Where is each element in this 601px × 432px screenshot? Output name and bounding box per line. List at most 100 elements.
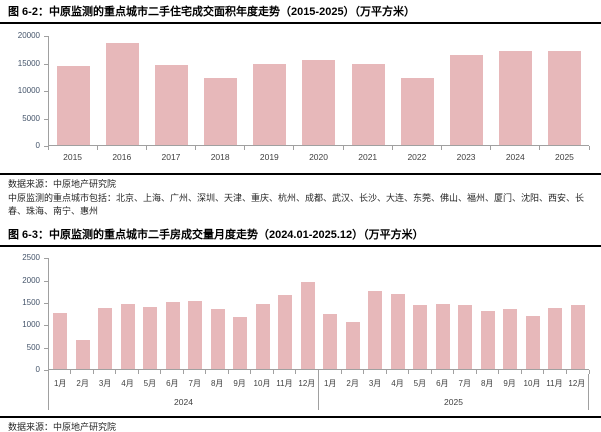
- bar-2017: [155, 65, 189, 145]
- bar-2025-6月: [435, 304, 450, 370]
- x-tick-mark: [205, 370, 207, 375]
- y-tick-label: 20000: [17, 31, 40, 40]
- x-tick-mark: [539, 146, 541, 150]
- y-tick-mark: [44, 280, 48, 282]
- x-tick-label: 5月: [143, 379, 157, 389]
- x-label-row: 2015 2016 2017 2018 2019 2020 2021 2022 2023 2024…: [48, 150, 589, 164]
- x-tick-label: 7月: [458, 379, 471, 389]
- figure-6-2-title: 图 6-2：中原监测的重点城市二手住宅成交面积年度走势（2015-2025）（万…: [0, 0, 601, 24]
- figure-6-3-source: 数据来源：中原地产研究院: [8, 422, 117, 432]
- plot-area: [48, 258, 589, 371]
- x-tick-mark: [137, 370, 139, 375]
- x-tick-label: 2022: [407, 152, 427, 162]
- x-tick-label: 7月: [188, 379, 201, 389]
- y-tick-label: 0: [35, 141, 40, 150]
- plot-area: [48, 36, 589, 146]
- y-tick-mark: [44, 91, 48, 92]
- x-tick-label: 8月: [210, 379, 224, 389]
- y-tick-label: 15000: [17, 58, 40, 68]
- x-tick-mark: [227, 370, 229, 375]
- x-tick-mark: [145, 146, 147, 150]
- bar-2024-2月: [75, 340, 90, 370]
- x-tick-mark: [182, 370, 184, 375]
- x-tick-mark: [498, 370, 500, 375]
- bar-2025-10月: [525, 316, 540, 370]
- y-tick-label: 500: [26, 342, 40, 352]
- x-tick-label: 2025: [555, 152, 574, 162]
- bar-2025-9月: [503, 309, 518, 370]
- bar-2015: [57, 66, 91, 145]
- bar-2025-5月: [413, 305, 428, 370]
- bar-2022: [400, 78, 434, 145]
- bar-2024-4月: [120, 304, 135, 370]
- x-tick-mark: [391, 146, 393, 150]
- bar-2025-1月: [323, 314, 338, 370]
- x-tick-mark: [475, 370, 477, 375]
- bar-2020: [302, 60, 336, 145]
- x-tick-mark: [453, 370, 455, 375]
- x-tick-mark: [70, 370, 72, 375]
- x-tick-mark: [340, 370, 342, 375]
- x-tick-mark: [92, 370, 94, 375]
- x-tick-label: 2月: [76, 379, 89, 389]
- x-tick-label: 2024: [505, 152, 525, 162]
- bar-2025-8月: [480, 311, 495, 370]
- x-tick-mark: [295, 370, 297, 375]
- x-tick-label: 2月: [346, 379, 359, 389]
- year-group-label: 2024: [49, 393, 319, 411]
- x-axis-ticks: [47, 146, 590, 150]
- month-label-row: 1月 2月 3月 4月 5月 6月 7月 8月 9月 10月 11月 12月 1月 2月 3月 4月 5月 6月 7…: [49, 374, 588, 394]
- y-tick-label: 10000: [17, 86, 40, 95]
- x-tick-mark: [250, 370, 252, 375]
- month-group-2024: 1月 2月 3月 4月 5月 6月 7月 8月 9月 10月 11月 12月: [49, 374, 319, 394]
- x-tick-mark: [244, 146, 246, 150]
- x-tick-mark: [96, 146, 98, 150]
- x-tick-mark: [588, 146, 590, 150]
- x-tick-mark: [363, 370, 365, 375]
- bar-2024-1月: [53, 313, 68, 370]
- bar-2016: [106, 43, 140, 145]
- x-tick-label: 12月: [298, 379, 316, 389]
- x-tick-mark: [318, 370, 319, 375]
- x-tick-mark: [160, 370, 162, 375]
- bar-2024-8月: [210, 309, 225, 370]
- y-tick-mark: [44, 347, 48, 349]
- x-tick-label: 3月: [368, 379, 382, 389]
- bar-2024-6月: [165, 302, 180, 370]
- x-tick-label: 2023: [456, 152, 476, 162]
- bar-2025-3月: [368, 291, 383, 370]
- bar-2024-7月: [188, 301, 203, 370]
- x-tick-mark: [115, 370, 117, 375]
- x-tick-mark: [520, 370, 522, 375]
- x-axis-ticks: [47, 370, 590, 375]
- bar-2024-3月: [98, 308, 113, 370]
- bar-2025-4月: [390, 294, 405, 370]
- year-group-label: 2025: [444, 396, 463, 407]
- x-tick-label: 2020: [309, 152, 328, 162]
- x-tick-mark: [565, 370, 567, 375]
- bar-2018: [204, 78, 238, 145]
- month-group-2025: 1月 2月 3月 4月 5月 6月 7月 8月 9月 10月 11月 12月: [319, 374, 588, 393]
- bar-2019: [253, 64, 287, 145]
- x-tick-mark: [440, 146, 442, 150]
- annual-bar-chart: 20000 15000 10000 5000 0 2015 2016 2017 2018 2019…: [0, 31, 590, 164]
- x-tick-label: 2016: [112, 152, 132, 162]
- x-tick-label: 8月: [480, 379, 494, 389]
- x-tick-mark: [342, 146, 344, 150]
- x-tick-label: 10月: [253, 379, 271, 389]
- figure-6-3-title: 图 6-3：中原监测的重点城市二手房成交量月度走势（2024.01-2025.1…: [0, 223, 601, 248]
- bar-2024-9月: [233, 317, 248, 370]
- y-tick-mark: [44, 63, 48, 65]
- bar-2024-11月: [278, 295, 293, 370]
- x-tick-label: 9月: [233, 379, 246, 389]
- y-tick-mark: [44, 258, 48, 260]
- monitored-cities-note: 中原监测的重点城市包括：北京、上海、广州、深圳、天津、重庆、杭州、成都、武汉、长…: [8, 193, 585, 216]
- bar-2024: [498, 51, 532, 145]
- x-tick-label: 10月: [523, 379, 541, 389]
- bar-2024-5月: [143, 307, 158, 370]
- x-tick-label: 9月: [503, 379, 516, 389]
- bar-2025-11月: [548, 308, 563, 370]
- bar-2025-12月: [570, 305, 585, 370]
- bar-2025-7月: [458, 305, 473, 370]
- x-tick-label: 4月: [121, 379, 134, 389]
